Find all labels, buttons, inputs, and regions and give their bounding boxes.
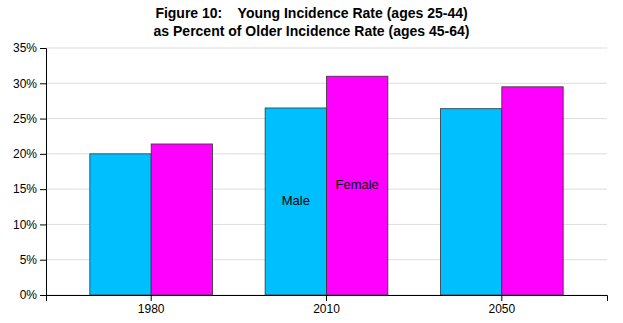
legend-label: Female (336, 177, 379, 192)
y-tick-mark (40, 83, 46, 84)
y-tick-label: 5% (20, 253, 38, 267)
y-tick: 35% (13, 41, 46, 55)
series (151, 76, 563, 295)
x-tick-label: 2050 (488, 302, 515, 316)
y-tick-label: 25% (13, 112, 37, 126)
y-tick-label: 20% (13, 147, 37, 161)
x-tick-label: 2010 (313, 302, 340, 316)
title: Figure 10: Young Incidence Rate (ages 25… (155, 5, 467, 21)
y-axis-line (40, 49, 47, 296)
x-tick-label: 1980 (138, 302, 165, 316)
y-tick-mark (40, 154, 46, 155)
y-tick-mark (40, 48, 46, 49)
plot-area: 0% 5% 10% 15% 20% 25% 30% 35% 1980 2010 2050 Male Fe… (13, 41, 608, 315)
y-tick-label: 15% (13, 182, 37, 196)
chart: Figure 10: Young Incidence Rate (ages 25… (0, 0, 623, 323)
x-tick-mark (501, 295, 502, 301)
y-tick-label: 35% (13, 41, 37, 55)
series (90, 108, 502, 295)
x-axis: 1980 2010 2050 (47, 295, 608, 316)
y-axis: 0% 5% 10% 15% 20% 25% 30% 35% (13, 41, 47, 302)
y-tick-mark (40, 189, 46, 190)
y-tick: 0% (20, 288, 46, 302)
y-tick-mark (40, 224, 46, 225)
y-tick: 5% (20, 253, 46, 267)
y-tick: 30% (13, 77, 46, 91)
x-axis-line (47, 296, 608, 302)
bar (265, 108, 326, 295)
y-tick-label: 0% (20, 288, 38, 302)
y-tick: 10% (13, 218, 46, 232)
x-tick-mark (151, 295, 152, 301)
bars (90, 76, 563, 295)
y-tick: 15% (13, 182, 46, 196)
x-tick: 2010 (313, 295, 340, 316)
bar (440, 109, 501, 295)
bar (90, 154, 151, 295)
y-tick: 25% (13, 112, 46, 126)
y-tick-mark (40, 295, 46, 296)
y-tick-label: 30% (13, 77, 37, 91)
x-tick-mark (326, 295, 327, 301)
y-tick-mark (40, 119, 46, 120)
grid (46, 48, 607, 295)
y-tick-mark (40, 260, 46, 261)
bar (151, 144, 212, 295)
x-tick: 2050 (488, 295, 515, 316)
y-tick-label: 10% (13, 218, 37, 232)
bar (327, 76, 388, 295)
x-tick: 1980 (138, 295, 165, 316)
legend-label: Male (282, 193, 310, 208)
bar (502, 87, 563, 295)
legend: Male Female (282, 177, 379, 208)
y-tick: 20% (13, 147, 46, 161)
subtitle: as Percent of Older Incidence Rate (ages… (154, 23, 470, 39)
grid-line (46, 48, 607, 49)
